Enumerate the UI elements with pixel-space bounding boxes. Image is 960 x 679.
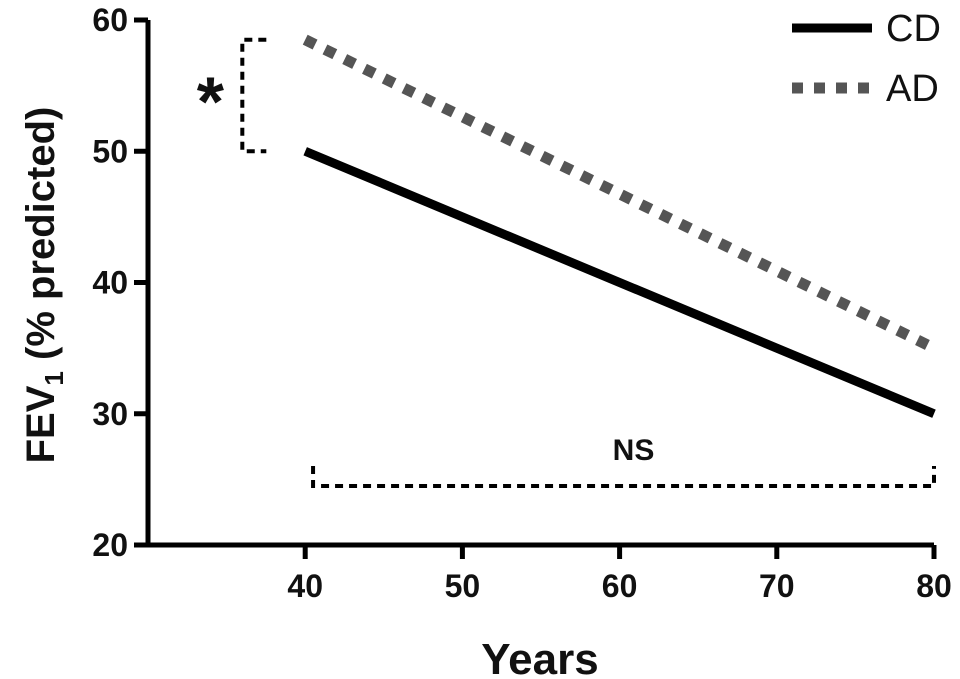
annotations: * NS	[197, 37, 936, 488]
significance-bracket	[240, 37, 267, 154]
series-cd-line	[303, 147, 936, 418]
series-layer	[302, 34, 937, 418]
y-axis-title: FEV1 (% predicted)	[19, 107, 69, 464]
x-tick-label: 50	[445, 568, 481, 604]
y-tick-label: 30	[92, 396, 128, 432]
y-tick-label: 60	[92, 2, 128, 38]
y-axis-title-subscript: 1	[39, 371, 69, 385]
x-axis-title: Years	[481, 635, 598, 679]
ns-bracket	[311, 465, 936, 488]
legend-label-ad: AD	[886, 68, 939, 110]
legend: CD AD	[792, 8, 941, 110]
x-tick-label: 40	[287, 568, 323, 604]
axes	[145, 20, 934, 548]
ns-label: NS	[613, 434, 655, 467]
y-tick-label: 50	[92, 133, 128, 169]
tick-marks: 20 30 40 50 60 40 50 60 70 80	[92, 2, 951, 604]
y-axis-title-main: FEV	[19, 385, 63, 463]
series-ad-line	[302, 34, 937, 354]
x-tick-label: 60	[602, 568, 638, 604]
x-tick-label: 70	[759, 568, 795, 604]
x-tick-label: 80	[916, 568, 952, 604]
significance-asterisk: *	[197, 62, 225, 140]
y-tick-label: 20	[92, 527, 128, 563]
legend-label-cd: CD	[886, 8, 941, 50]
y-axis-title-suffix: (% predicted)	[19, 107, 63, 371]
y-tick-label: 40	[92, 265, 128, 301]
